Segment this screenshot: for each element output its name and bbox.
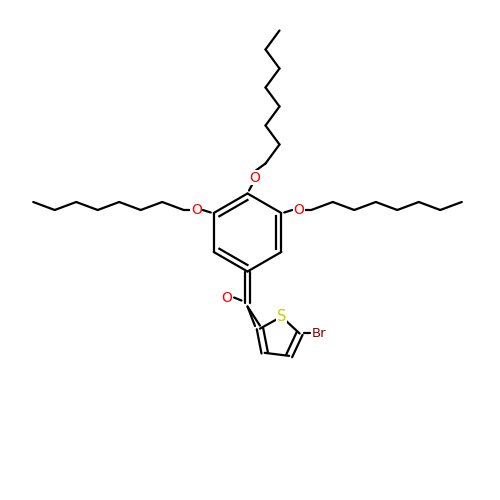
Text: S: S — [277, 309, 286, 324]
Text: Br: Br — [312, 327, 326, 340]
Text: O: O — [221, 290, 232, 304]
Text: O: O — [294, 203, 304, 217]
Text: O: O — [249, 170, 260, 184]
Text: O: O — [191, 203, 202, 217]
